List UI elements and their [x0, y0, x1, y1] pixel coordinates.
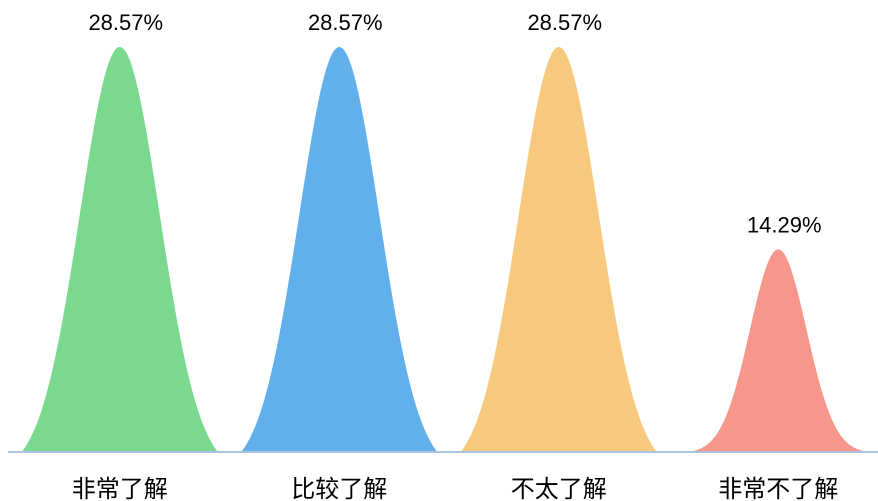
- value-label-4: 14.29%: [747, 212, 822, 237]
- category-label-1: 非常了解: [72, 476, 168, 501]
- value-label-3: 28.57%: [527, 10, 602, 35]
- peak-4: [687, 249, 869, 452]
- peak-1: [21, 47, 218, 452]
- category-label-2: 比较了解: [291, 476, 387, 501]
- category-labels-group: 非常了解 比较了解 不太了解 非常不了解: [72, 476, 839, 501]
- value-label-1: 28.57%: [88, 10, 163, 35]
- category-label-4: 非常不了解: [718, 476, 838, 501]
- category-label-3: 不太了解: [511, 476, 607, 501]
- peak-3: [460, 47, 657, 452]
- peaks-group: [21, 47, 869, 452]
- value-labels-group: 28.57% 28.57% 28.57% 14.29%: [88, 10, 821, 237]
- peak-2: [241, 47, 438, 452]
- value-label-2: 28.57%: [308, 10, 383, 35]
